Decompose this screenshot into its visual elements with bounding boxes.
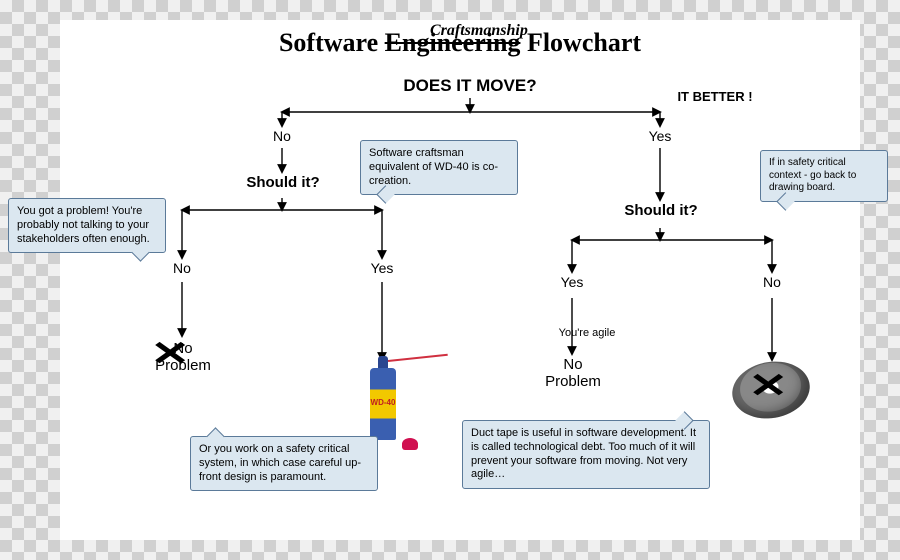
callout-stakeholders: You got a problem! You're probably not t…: [8, 198, 166, 253]
callout-safety-design: Or you work on a safety critical system,…: [190, 436, 378, 491]
wd40-cap-icon: [402, 438, 418, 450]
callout-cocreation: Software craftsman equivalent of WD-40 i…: [360, 140, 518, 195]
agile-star: You're agile: [552, 298, 622, 368]
should-it-left: Should it?: [238, 174, 328, 191]
diagram-panel: Craftsmanship Software Engineering Flowc…: [60, 20, 860, 540]
cross-out-icon: ✕: [748, 366, 788, 406]
branch-yes-2: Yes: [362, 260, 402, 276]
cross-out-icon: ✕: [150, 334, 190, 374]
branch-no-1: No: [262, 128, 302, 144]
callout-safety-board: If in safety critical context - go back …: [760, 150, 888, 202]
branch-no-2: No: [162, 260, 202, 276]
callout-duct-tape: Duct tape is useful in software developm…: [462, 420, 710, 489]
root-question: DOES IT MOVE?: [360, 76, 580, 96]
branch-yes-3: Yes: [552, 274, 592, 290]
wd40-can-icon: WD-40: [370, 368, 396, 440]
should-it-right: Should it?: [616, 202, 706, 219]
it-better-burst: IT BETTER !: [660, 56, 770, 136]
branch-no-3: No: [752, 274, 792, 290]
